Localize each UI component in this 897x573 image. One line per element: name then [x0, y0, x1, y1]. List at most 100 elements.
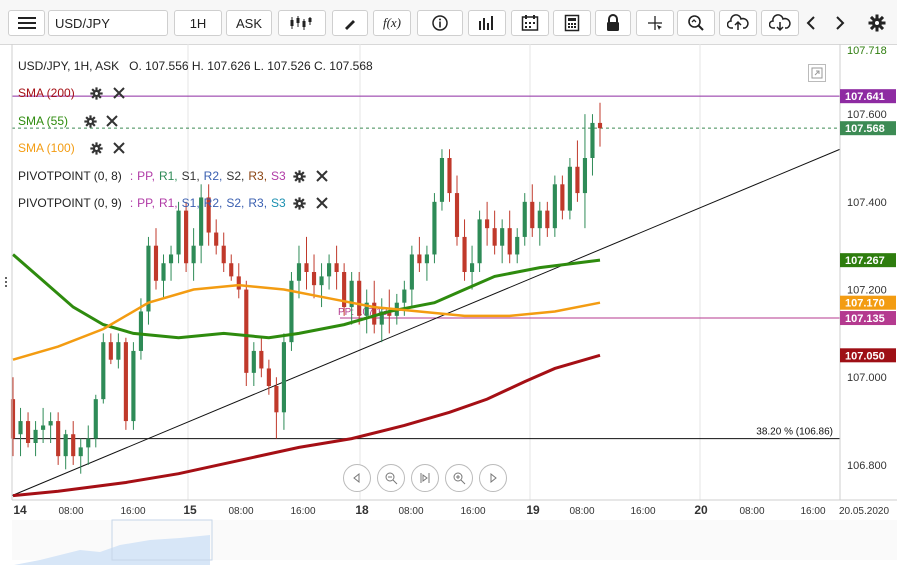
candle-body — [552, 184, 557, 229]
symbol-input[interactable]: USD/JPY — [48, 10, 168, 36]
nav-zoom-out-button[interactable] — [377, 464, 405, 492]
candle-body — [507, 228, 512, 255]
gear-icon[interactable] — [292, 195, 308, 211]
candle-body — [485, 219, 490, 229]
fit-icon — [420, 473, 430, 483]
zoom-out-icon — [385, 472, 398, 485]
candles — [10, 102, 603, 474]
menu-icon — [17, 17, 36, 29]
price-tick-label: 107.200 — [847, 285, 887, 297]
cloud-upload-icon — [727, 14, 749, 30]
candle-body — [18, 421, 23, 435]
price-tick-partial: 107.718 — [847, 45, 887, 57]
candle-body — [41, 425, 46, 430]
close-icon[interactable] — [104, 113, 120, 129]
legend-pivot2[interactable]: PIVOTPOINT (0, 9) : PP, R1, S1, R2, S2, … — [18, 195, 330, 211]
legend-sma100[interactable]: SMA (100) — [18, 140, 127, 156]
moving-averages — [12, 253, 601, 498]
prev-button[interactable] — [801, 10, 821, 36]
price-chart[interactable]: 38.20 % (106.86) PP: 107.13 107.718 107.60… — [0, 44, 897, 573]
chart-area[interactable]: 38.20 % (106.86) PP: 107.13 107.718 107.60… — [0, 44, 897, 573]
candle-body — [131, 350, 136, 422]
calculator-button[interactable] — [553, 10, 591, 36]
nav-zoom-in-button[interactable] — [445, 464, 473, 492]
candle-body — [319, 276, 324, 286]
pivot2-pp: PP, — [137, 196, 155, 210]
indicators-button[interactable]: f(x) — [373, 10, 411, 36]
nav-fit-button[interactable] — [411, 464, 439, 492]
candle-body — [469, 263, 475, 272]
drag-handle-dot[interactable] — [5, 285, 7, 287]
candles-icon — [290, 16, 312, 30]
bars-button[interactable] — [468, 10, 506, 36]
time-tick-label: 15 — [183, 503, 197, 517]
candle-body — [266, 368, 271, 386]
price-tick-label: 107.400 — [847, 197, 887, 209]
candle-body — [304, 263, 309, 272]
candle-body — [63, 434, 68, 457]
candle-body — [56, 421, 61, 457]
lock-button[interactable] — [595, 10, 631, 36]
crosshair-button[interactable] — [636, 10, 674, 36]
time-tick-label: 16:00 — [460, 506, 485, 517]
chevron-right-icon — [836, 16, 845, 30]
gear-icon[interactable] — [82, 113, 98, 129]
price-badge — [840, 295, 896, 310]
pivot2-s3: S3 — [271, 196, 286, 210]
settings-button[interactable] — [864, 10, 890, 36]
gear-icon[interactable] — [292, 168, 308, 184]
info-icon — [432, 15, 448, 31]
price-badge-label: 107.135 — [845, 313, 885, 325]
calculator-icon — [564, 14, 580, 32]
time-tick-label: 08:00 — [398, 506, 423, 517]
interval-button[interactable]: 1H — [174, 10, 222, 36]
menu-button[interactable] — [8, 10, 45, 36]
close-icon[interactable] — [314, 195, 330, 211]
price-tick-label: 107.000 — [847, 372, 887, 384]
candle-body — [582, 158, 588, 194]
close-icon[interactable] — [314, 168, 330, 184]
next-button[interactable] — [830, 10, 850, 36]
candle-body — [86, 438, 91, 448]
candle-body — [229, 263, 234, 277]
nav-prev-button[interactable] — [343, 464, 371, 492]
gear-icon[interactable] — [89, 85, 105, 101]
candle-body — [161, 263, 166, 281]
gear-icon[interactable] — [89, 140, 105, 156]
cloud-upload-button[interactable] — [719, 10, 757, 36]
legend-sma200[interactable]: SMA (200) — [18, 85, 127, 101]
candle-body — [560, 184, 565, 211]
close-icon[interactable] — [111, 140, 127, 156]
price-badge-label: 107.267 — [845, 255, 885, 267]
price-badge-label: 107.568 — [845, 123, 885, 135]
legend-sma55[interactable]: SMA (55) — [18, 113, 120, 129]
candle-body — [296, 263, 302, 281]
trendlines: 38.20 % (106.86) PP: 107.13 — [11, 95, 841, 497]
trendline — [11, 148, 841, 497]
price-type-button[interactable]: ASK — [226, 10, 272, 36]
legend-pivot1[interactable]: PIVOTPOINT (0, 8) : PP, R1, S1, R2, S2, … — [18, 168, 330, 184]
nav-next-button[interactable] — [479, 464, 507, 492]
pivot1-r2: R2, — [203, 169, 223, 183]
drag-handle-dot[interactable] — [5, 281, 7, 283]
info-button[interactable] — [417, 10, 463, 36]
candle-body — [116, 342, 121, 360]
candle-body — [462, 236, 467, 272]
time-tick-label: 16:00 — [120, 506, 145, 517]
candle-body — [454, 193, 460, 237]
drag-handle-dot[interactable] — [5, 277, 7, 279]
pivot1-s1: S1, — [181, 169, 200, 183]
candle-body — [311, 272, 317, 286]
close-icon[interactable] — [111, 85, 127, 101]
draw-button[interactable] — [332, 10, 368, 36]
candle-body — [168, 254, 174, 264]
candle-body — [146, 245, 151, 312]
cloud-download-button[interactable] — [761, 10, 799, 36]
zoom-button[interactable] — [677, 10, 715, 36]
candle-body — [515, 236, 520, 255]
maximize-button[interactable] — [808, 64, 826, 82]
calendar-button[interactable] — [511, 10, 549, 36]
ohlc-text: USD/JPY, 1H, ASK O. 107.556 H. 107.626 L… — [18, 59, 373, 73]
triangle-left-icon — [353, 473, 360, 483]
chart-type-button[interactable] — [278, 10, 326, 36]
